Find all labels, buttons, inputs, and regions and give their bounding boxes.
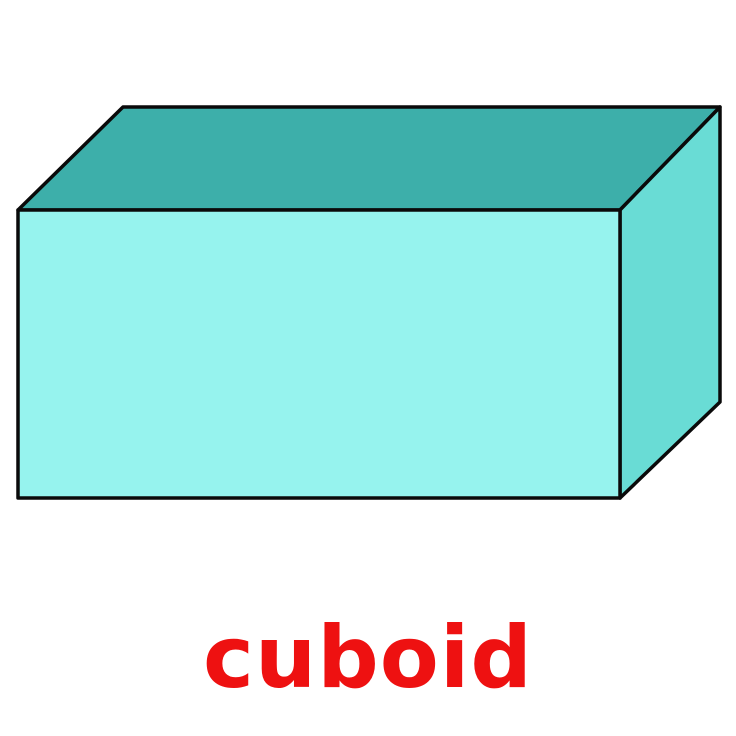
- cuboid-illustration: [16, 105, 722, 500]
- shape-name-label: cuboid: [203, 608, 533, 708]
- front-face: [16, 208, 622, 500]
- cuboid-drawing: [16, 105, 722, 500]
- top-face: [16, 105, 722, 212]
